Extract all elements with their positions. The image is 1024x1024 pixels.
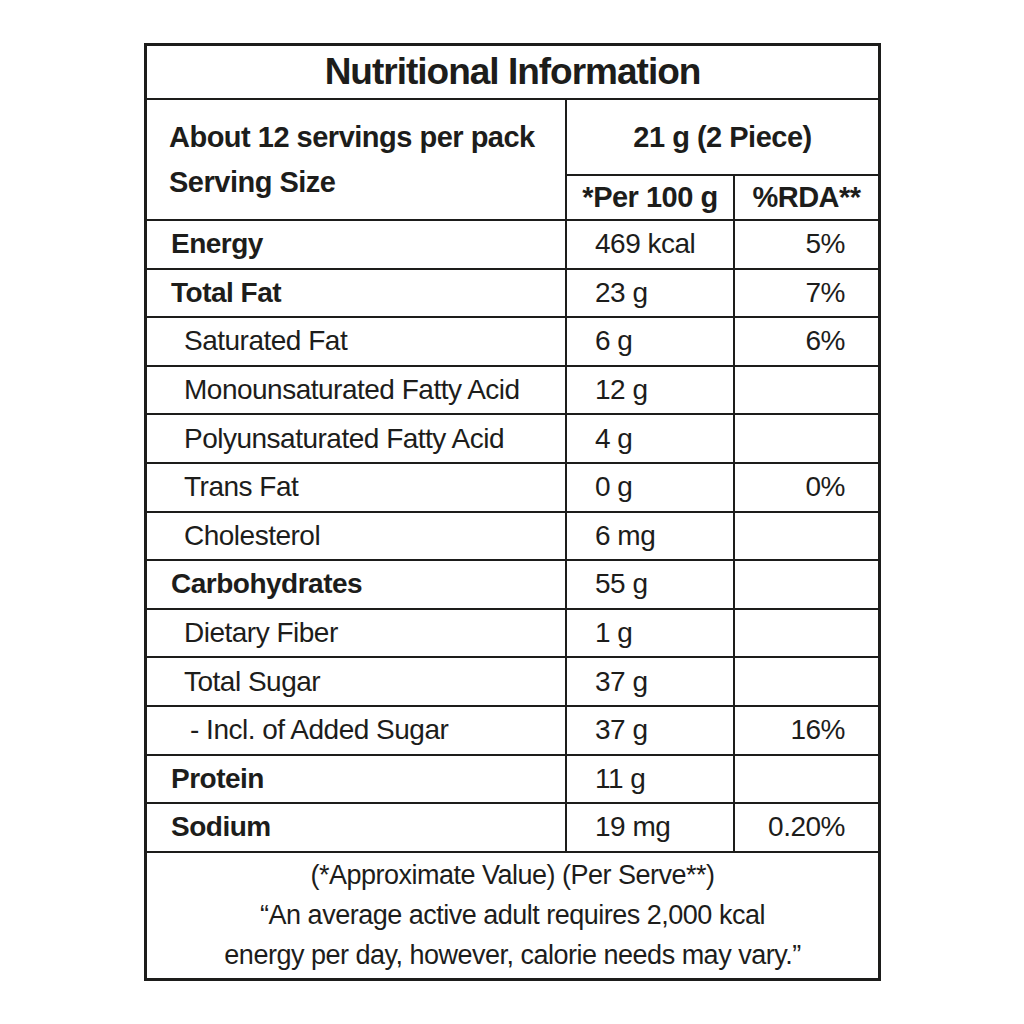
label-canvas: Nutritional Information About 12 serving… bbox=[0, 0, 1024, 1024]
row-per100-value: 12 g bbox=[567, 367, 735, 414]
table-title: Nutritional Information bbox=[147, 46, 878, 100]
row-per100-value: 4 g bbox=[567, 415, 735, 462]
row-per100-value: 1 g bbox=[567, 610, 735, 657]
row-rda-value bbox=[735, 658, 878, 705]
nutrition-table: Nutritional Information About 12 serving… bbox=[144, 43, 881, 981]
row-rda-value: 0% bbox=[735, 464, 878, 511]
table-row-polyunsaturated: Polyunsaturated Fatty Acid 4 g bbox=[147, 415, 878, 464]
row-label: Cholesterol bbox=[147, 513, 567, 560]
table-row-energy: Energy 469 kcal 5% bbox=[147, 221, 878, 270]
row-label: Monounsaturated Fatty Acid bbox=[147, 367, 567, 414]
column-header-rda: %RDA** bbox=[735, 176, 878, 219]
table-row-total-fat: Total Fat 23 g 7% bbox=[147, 270, 878, 319]
table-row-protein: Protein 11 g bbox=[147, 756, 878, 805]
row-label: Protein bbox=[147, 756, 567, 803]
row-rda-value: 7% bbox=[735, 270, 878, 317]
row-rda-value bbox=[735, 756, 878, 803]
row-rda-value: 0.20% bbox=[735, 804, 878, 851]
footnote-approximate-value: (*Approximate Value) (Per Serve**) bbox=[310, 855, 714, 895]
serving-header-right: 21 g (2 Piece) *Per 100 g %RDA** bbox=[567, 100, 878, 219]
row-per100-value: 55 g bbox=[567, 561, 735, 608]
serving-size-value: 21 g (2 Piece) bbox=[567, 100, 878, 176]
row-label: Saturated Fat bbox=[147, 318, 567, 365]
serving-header-block: About 12 servings per pack Serving Size … bbox=[147, 100, 878, 221]
row-rda-value: 16% bbox=[735, 707, 878, 754]
row-label: Energy bbox=[147, 221, 567, 268]
table-row-monounsaturated: Monounsaturated Fatty Acid 12 g bbox=[147, 367, 878, 416]
row-per100-value: 6 g bbox=[567, 318, 735, 365]
serving-size-label: Serving Size bbox=[169, 160, 565, 205]
table-row-trans-fat: Trans Fat 0 g 0% bbox=[147, 464, 878, 513]
table-row-saturated-fat: Saturated Fat 6 g 6% bbox=[147, 318, 878, 367]
row-label: Sodium bbox=[147, 804, 567, 851]
table-row-carbohydrates: Carbohydrates 55 g bbox=[147, 561, 878, 610]
footnote-calorie-line1: “An average active adult requires 2,000 … bbox=[260, 895, 765, 935]
row-per100-value: 19 mg bbox=[567, 804, 735, 851]
row-per100-value: 469 kcal bbox=[567, 221, 735, 268]
column-headers-row: *Per 100 g %RDA** bbox=[567, 176, 878, 219]
table-row-added-sugar: - Incl. of Added Sugar 37 g 16% bbox=[147, 707, 878, 756]
table-row-cholesterol: Cholesterol 6 mg bbox=[147, 513, 878, 562]
footnote-calorie-line2: energy per day, however, calorie needs m… bbox=[224, 935, 800, 975]
row-label: Trans Fat bbox=[147, 464, 567, 511]
row-per100-value: 37 g bbox=[567, 658, 735, 705]
footnote-section: (*Approximate Value) (Per Serve**) “An a… bbox=[147, 853, 878, 978]
row-label: Carbohydrates bbox=[147, 561, 567, 608]
row-per100-value: 23 g bbox=[567, 270, 735, 317]
servings-per-pack-text: About 12 servings per pack bbox=[169, 115, 565, 160]
row-rda-value bbox=[735, 415, 878, 462]
serving-info-cell: About 12 servings per pack Serving Size bbox=[147, 100, 567, 219]
row-rda-value: 6% bbox=[735, 318, 878, 365]
row-label: Total Sugar bbox=[147, 658, 567, 705]
row-label: Total Fat bbox=[147, 270, 567, 317]
row-per100-value: 37 g bbox=[567, 707, 735, 754]
row-label: Polyunsaturated Fatty Acid bbox=[147, 415, 567, 462]
row-rda-value bbox=[735, 513, 878, 560]
row-label: Dietary Fiber bbox=[147, 610, 567, 657]
table-row-dietary-fiber: Dietary Fiber 1 g bbox=[147, 610, 878, 659]
row-per100-value: 6 mg bbox=[567, 513, 735, 560]
row-per100-value: 11 g bbox=[567, 756, 735, 803]
row-rda-value bbox=[735, 610, 878, 657]
column-header-per100g: *Per 100 g bbox=[567, 176, 735, 219]
table-row-sodium: Sodium 19 mg 0.20% bbox=[147, 804, 878, 853]
row-rda-value bbox=[735, 561, 878, 608]
row-label: - Incl. of Added Sugar bbox=[147, 707, 567, 754]
row-rda-value bbox=[735, 367, 878, 414]
row-rda-value: 5% bbox=[735, 221, 878, 268]
row-per100-value: 0 g bbox=[567, 464, 735, 511]
table-row-total-sugar: Total Sugar 37 g bbox=[147, 658, 878, 707]
